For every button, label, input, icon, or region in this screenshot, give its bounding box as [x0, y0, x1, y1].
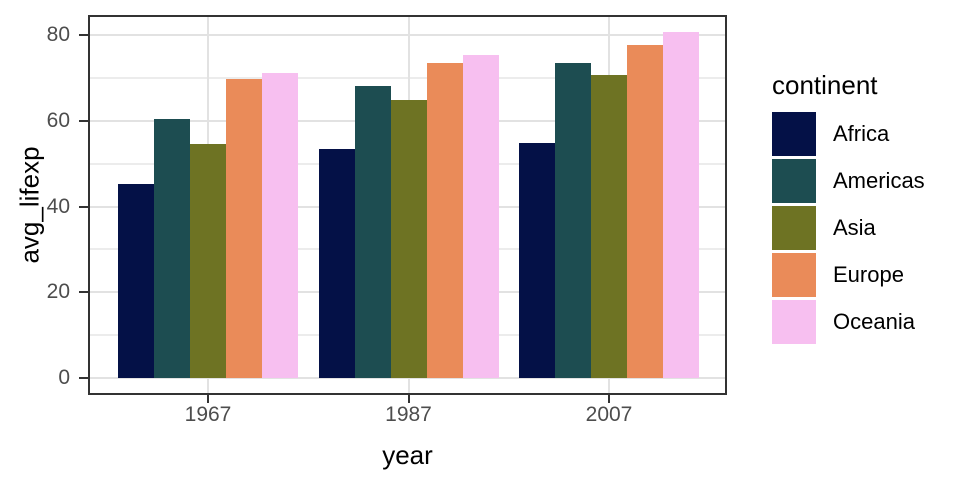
y-axis-tick-label: 60 [46, 108, 70, 132]
y-axis-tick [79, 34, 88, 37]
legend-item: Asia [772, 206, 925, 250]
bar-asia-1987 [390, 100, 427, 378]
bar-oceania-1967 [262, 72, 298, 378]
legend-item-label: Africa [833, 121, 890, 146]
bar-oceania-1987 [462, 55, 499, 378]
y-axis-title: avg_lifexp [14, 146, 45, 264]
bar-americas-1987 [354, 86, 391, 378]
legend-item: Europe [772, 253, 925, 297]
bar-africa-1987 [318, 149, 355, 378]
bar-europe-2007 [627, 45, 663, 378]
bar-europe-1987 [426, 62, 463, 378]
bar-europe-1967 [226, 79, 262, 378]
legend-swatch-americas [772, 159, 816, 203]
y-axis-tick [79, 205, 88, 208]
legend-item: Africa [772, 112, 925, 156]
y-axis-tick-label: 80 [46, 23, 70, 47]
y-axis-tick [79, 376, 88, 379]
y-axis-tick [79, 291, 88, 294]
legend-item: Oceania [772, 300, 925, 344]
y-axis-tick-label: 0 [58, 365, 70, 389]
legend-item-label: Asia [833, 215, 876, 240]
legend-swatch-africa [772, 112, 816, 156]
x-axis-tick [608, 395, 610, 403]
legend-item-label: Europe [833, 262, 904, 287]
bar-americas-2007 [555, 62, 591, 378]
x-axis-tick-label: 1967 [184, 403, 232, 426]
x-axis-tick-label: 1987 [385, 403, 432, 426]
x-axis-title: year [382, 440, 433, 470]
x-axis-tick [407, 395, 410, 403]
plot-panel [88, 15, 727, 395]
y-axis-tick [79, 119, 88, 122]
x-axis-tick [207, 395, 209, 403]
legend-swatch-asia [772, 206, 816, 250]
y-axis-tick-label: 40 [46, 194, 70, 218]
legend-item-label: Americas [833, 168, 925, 193]
bar-asia-2007 [591, 75, 627, 378]
x-axis-tick-label: 2007 [585, 403, 633, 426]
legend-item: Americas [772, 159, 925, 203]
legend-swatch-oceania [772, 300, 816, 344]
legend: continent Africa Americas Asia Europe Oceani… [772, 70, 925, 347]
bar-asia-1967 [190, 143, 226, 378]
y-axis-tick-label: 20 [46, 280, 70, 304]
legend-swatch-europe [772, 253, 816, 297]
bar-africa-1967 [118, 183, 154, 378]
legend-item-label: Oceania [833, 309, 915, 334]
bar-oceania-2007 [663, 32, 699, 378]
bar-africa-2007 [519, 143, 555, 378]
bar-americas-1967 [154, 119, 190, 378]
legend-title: continent [772, 70, 878, 100]
legend-items: Africa Americas Asia Europe Oceania [772, 112, 925, 344]
